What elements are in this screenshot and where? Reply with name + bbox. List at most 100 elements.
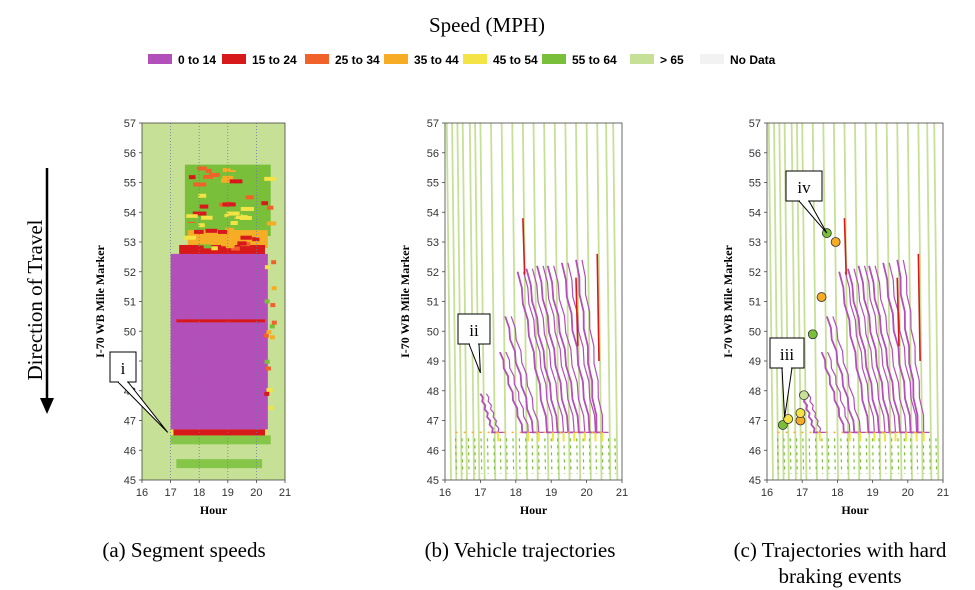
y-tick-label: 56 — [124, 148, 136, 160]
congested-trajectory — [857, 265, 896, 434]
legend-swatch — [700, 54, 724, 64]
heatmap-cell — [209, 172, 220, 177]
congested-trajectory — [542, 265, 581, 433]
braking-event-marker — [830, 237, 841, 247]
heatmap-regions — [170, 164, 277, 469]
dispersal-segment — [897, 438, 900, 475]
free-flow-trajectory — [596, 123, 603, 480]
x-axis-label: Hour — [200, 503, 228, 517]
free-flow-trajectory — [553, 123, 560, 480]
congested-trajectory — [531, 268, 570, 433]
y-tick-label: 47 — [124, 416, 136, 428]
free-flow-trajectory — [773, 123, 780, 480]
heatmap-cell — [240, 206, 254, 211]
y-tick-label: 45 — [427, 475, 439, 487]
congested-trajectory — [868, 265, 907, 434]
free-flow-trajectory — [585, 123, 592, 480]
heatmap-cell — [188, 175, 196, 180]
y-tick-label: 54 — [427, 207, 439, 219]
free-flow-trajectories — [445, 123, 619, 480]
heatmap-cell — [267, 205, 274, 210]
dispersal-segment — [518, 438, 521, 475]
dispersal-segment — [550, 438, 553, 475]
panel-vehicle-trajectories: 45 46 47 48 49 50 51 52 53 54 55 56 57 16 17 18 19 20 21 Ho… — [398, 118, 628, 562]
heatmap-cell — [225, 227, 235, 232]
heatmap-cell — [198, 193, 207, 198]
y-tick-label: 53 — [427, 237, 439, 249]
dispersal-segment — [505, 438, 508, 475]
heatmap-cell — [269, 324, 275, 329]
heatmap-cell — [267, 388, 273, 393]
congested-trajectory — [553, 265, 591, 433]
annotations: ii — [457, 313, 491, 374]
legend-item: 45 to 54 — [463, 53, 538, 67]
heatmap-cell — [193, 182, 207, 187]
free-flow-trajectory — [445, 123, 452, 480]
dispersal-segment — [601, 438, 604, 475]
legend-item: 55 to 64 — [542, 53, 617, 67]
legend-label: 0 to 14 — [178, 53, 216, 67]
heatmap-cell — [221, 217, 232, 222]
free-flow-trajectory — [479, 123, 486, 480]
heatmap-cell — [221, 206, 228, 211]
congested-trajectory — [801, 393, 820, 434]
free-flow-trajectory — [605, 123, 612, 480]
congested-trajectory — [499, 351, 529, 434]
y-tick-label: 53 — [124, 237, 136, 249]
braking-event-marker — [816, 292, 827, 302]
x-tick-label: 16 — [439, 487, 451, 499]
congested-trajectory — [825, 316, 861, 434]
free-flow-trajectory — [575, 123, 582, 480]
free-flow-trajectory — [612, 123, 619, 480]
slowdown-segment — [896, 277, 900, 347]
free-flow-trajectory — [474, 123, 481, 480]
congested-trajectory — [516, 271, 553, 434]
callout-box — [109, 351, 137, 383]
congested-trajectory — [902, 259, 930, 433]
dispersal-segment — [821, 438, 824, 475]
dispersal-segment — [544, 438, 547, 475]
slowdown-segment — [522, 218, 526, 275]
heatmap-fringe — [176, 459, 263, 469]
dispersal-segment — [499, 438, 502, 475]
direction-indicator: Direction of Travel — [23, 168, 54, 414]
callout-label: i — [121, 359, 126, 378]
x-tick-label: 17 — [474, 487, 486, 499]
heatmap-cell — [264, 359, 270, 364]
y-tick-label: 57 — [427, 118, 439, 130]
callout-label: iii — [780, 345, 794, 364]
dispersal-segment — [569, 438, 572, 475]
legend-title: Speed (MPH) — [429, 13, 545, 37]
dispersal-segment — [537, 438, 540, 475]
congested-trajectory — [522, 271, 559, 433]
y-tick-label: 52 — [427, 267, 439, 279]
x-tick-label: 19 — [222, 487, 234, 499]
congested-trajectory — [485, 393, 505, 433]
dispersal-segment — [461, 438, 464, 475]
free-flow-trajectory — [926, 123, 933, 480]
annotations: iv iii — [769, 170, 828, 418]
braking-events — [777, 228, 841, 430]
congested-trajectory — [525, 268, 564, 434]
legend-label: 25 to 34 — [335, 53, 380, 67]
y-tick-label: 48 — [749, 386, 761, 398]
congested-trajectory — [882, 262, 917, 434]
free-flow-trajectory — [543, 123, 550, 480]
x-tick-label: 21 — [279, 487, 291, 499]
heatmap-cell — [271, 286, 277, 291]
heatmap-cell — [226, 211, 240, 216]
dispersal-segment — [910, 438, 912, 475]
heatmap-cell — [198, 223, 205, 228]
congested-trajectory — [820, 351, 850, 434]
dispersal-segment — [455, 438, 457, 475]
dispersal-segment — [576, 438, 578, 475]
legend-swatch — [384, 54, 408, 64]
dispersal-segment — [467, 438, 470, 475]
heatmap-cell — [266, 330, 272, 335]
plot-area — [445, 123, 622, 480]
free-flow-trajectory — [864, 123, 871, 480]
x-tick-label: 17 — [796, 487, 808, 499]
y-tick-label: 50 — [124, 326, 136, 338]
dispersal-segment — [795, 438, 798, 475]
callout-box — [769, 337, 805, 369]
